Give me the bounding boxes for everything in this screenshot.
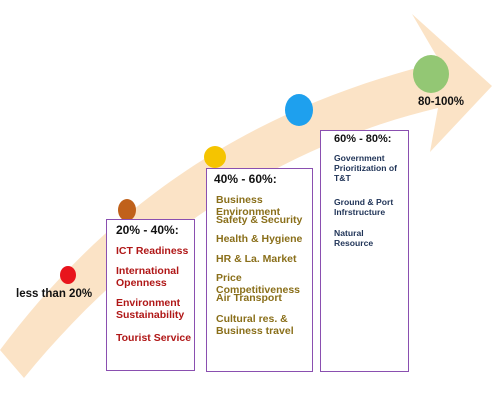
stage-1-dot bbox=[60, 266, 76, 284]
stage-5-dot bbox=[413, 55, 449, 93]
stage-2-dot bbox=[118, 199, 136, 221]
stage-3-box bbox=[206, 168, 313, 372]
stage-2-box bbox=[106, 219, 195, 371]
stage-3-item: Price Competitiveness bbox=[216, 272, 301, 297]
stage-2-item: Tourist Service bbox=[116, 332, 192, 344]
stage-3-dot bbox=[204, 146, 226, 168]
stage-2-item: Environment Sustainability bbox=[116, 297, 185, 322]
stage-4-box bbox=[320, 130, 409, 372]
stage-3-item: Cultural res. & Business travel bbox=[216, 313, 294, 338]
stage-2-title: 20% - 40%: bbox=[116, 223, 179, 237]
stage-4-item: Government Prioritization of T&T bbox=[334, 153, 398, 184]
stage-3-item: HR & La. Market bbox=[216, 253, 297, 265]
stage-3-item: Air Transport bbox=[216, 292, 282, 304]
stage-1-label: less than 20% bbox=[16, 288, 93, 300]
stage-4-item: Natural Resource bbox=[334, 228, 374, 249]
stage-2-item: ICT Readiness bbox=[116, 245, 189, 257]
stage-3-item: Safety & Security bbox=[216, 214, 303, 226]
stage-5-label: 80-100% bbox=[418, 96, 465, 108]
growth-arrow-shape bbox=[0, 14, 492, 378]
stage-3-item: Business Environment bbox=[216, 194, 281, 219]
stage-2-item: International Openness bbox=[116, 265, 180, 290]
stage-3-title: 40% - 60%: bbox=[214, 172, 277, 186]
stage-4-title: 60% - 80%: bbox=[334, 133, 392, 145]
stage-4-item: Ground & Port Infrstructure bbox=[334, 197, 394, 218]
stage-3-item: Health & Hygiene bbox=[216, 233, 303, 245]
stage-4-dot bbox=[285, 94, 313, 126]
